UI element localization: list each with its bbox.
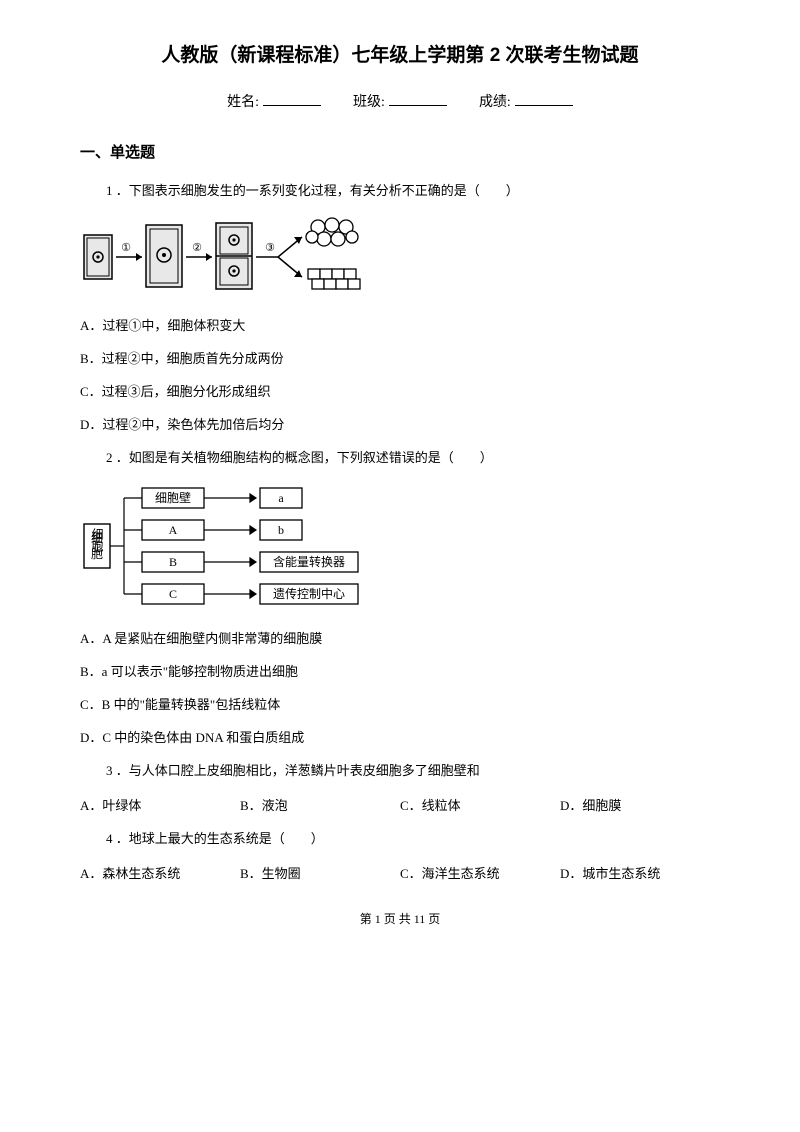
svg-text:胞: 胞 bbox=[91, 547, 103, 561]
q3-options: A．叶绿体 B．液泡 C．线粒体 D．细胞膜 bbox=[80, 795, 720, 814]
q4-optC: C．海洋生态系统 bbox=[400, 863, 560, 882]
q2-optA: A．A 是紧贴在细胞壁内侧非常薄的细胞膜 bbox=[80, 628, 720, 647]
svg-text:A: A bbox=[169, 523, 178, 537]
q2-optC: C．B 中的"能量转换器"包括线粒体 bbox=[80, 694, 720, 713]
q2-optD: D．C 中的染色体由 DNA 和蛋白质组成 bbox=[80, 727, 720, 746]
q1-optD: D．过程②中，染色体先加倍后均分 bbox=[80, 414, 720, 433]
q1-optA: A．过程①中，细胞体积变大 bbox=[80, 315, 720, 334]
q3-stem: 3 ．与人体口腔上皮细胞相比，洋葱鳞片叶表皮细胞多了细胞壁和 bbox=[80, 760, 720, 779]
svg-text:细: 细 bbox=[91, 531, 103, 545]
q3-optC: C．线粒体 bbox=[400, 795, 560, 814]
svg-text:a: a bbox=[278, 491, 284, 505]
svg-text:②: ② bbox=[192, 242, 202, 254]
q4-optB: B．生物圈 bbox=[240, 863, 400, 882]
score-label: 成绩: bbox=[479, 95, 511, 110]
svg-text:③: ③ bbox=[265, 242, 275, 254]
name-blank bbox=[263, 92, 321, 106]
q1-optC: C．过程③后，细胞分化形成组织 bbox=[80, 381, 720, 400]
q4-optD: D．城市生态系统 bbox=[560, 863, 720, 882]
svg-text:①: ① bbox=[121, 242, 131, 254]
q1-stem: 1 ．下图表示细胞发生的一系列变化过程，有关分析不正确的是（ ） bbox=[80, 180, 720, 199]
class-blank bbox=[389, 92, 447, 106]
svg-text:遗传控制中心: 遗传控制中心 bbox=[273, 586, 345, 601]
q1-figure: ① ② ③ bbox=[80, 215, 720, 297]
q3-optD: D．细胞膜 bbox=[560, 795, 720, 814]
q2-figure: 细胞 细 胞 细胞壁 A B C a b 含能量转换器 遗传控制中心 bbox=[80, 482, 720, 610]
q4-optA: A．森林生态系统 bbox=[80, 863, 240, 882]
q3-optA: A．叶绿体 bbox=[80, 795, 240, 814]
page-title: 人教版（新课程标准）七年级上学期第 2 次联考生物试题 bbox=[80, 40, 720, 67]
class-label: 班级: bbox=[353, 95, 385, 110]
q1-optB: B．过程②中，细胞质首先分成两份 bbox=[80, 348, 720, 367]
svg-text:含能量转换器: 含能量转换器 bbox=[273, 554, 345, 569]
q2-stem: 2 ．如图是有关植物细胞结构的概念图，下列叙述错误的是（ ） bbox=[80, 447, 720, 466]
svg-text:细胞壁: 细胞壁 bbox=[155, 490, 191, 505]
name-label: 姓名: bbox=[227, 95, 259, 110]
q3-optB: B．液泡 bbox=[240, 795, 400, 814]
page-footer: 第 1 页 共 11 页 bbox=[80, 910, 720, 927]
q4-options: A．森林生态系统 B．生物圈 C．海洋生态系统 D．城市生态系统 bbox=[80, 863, 720, 882]
section-heading: 一、单选题 bbox=[80, 141, 720, 162]
svg-text:B: B bbox=[169, 555, 177, 569]
svg-text:b: b bbox=[278, 523, 284, 537]
header-fields: 姓名: 班级: 成绩: bbox=[80, 91, 720, 111]
q4-stem: 4 ．地球上最大的生态系统是（ ） bbox=[80, 828, 720, 847]
score-blank bbox=[515, 92, 573, 106]
svg-text:C: C bbox=[169, 587, 177, 601]
q2-optB: B．a 可以表示"能够控制物质进出细胞 bbox=[80, 661, 720, 680]
